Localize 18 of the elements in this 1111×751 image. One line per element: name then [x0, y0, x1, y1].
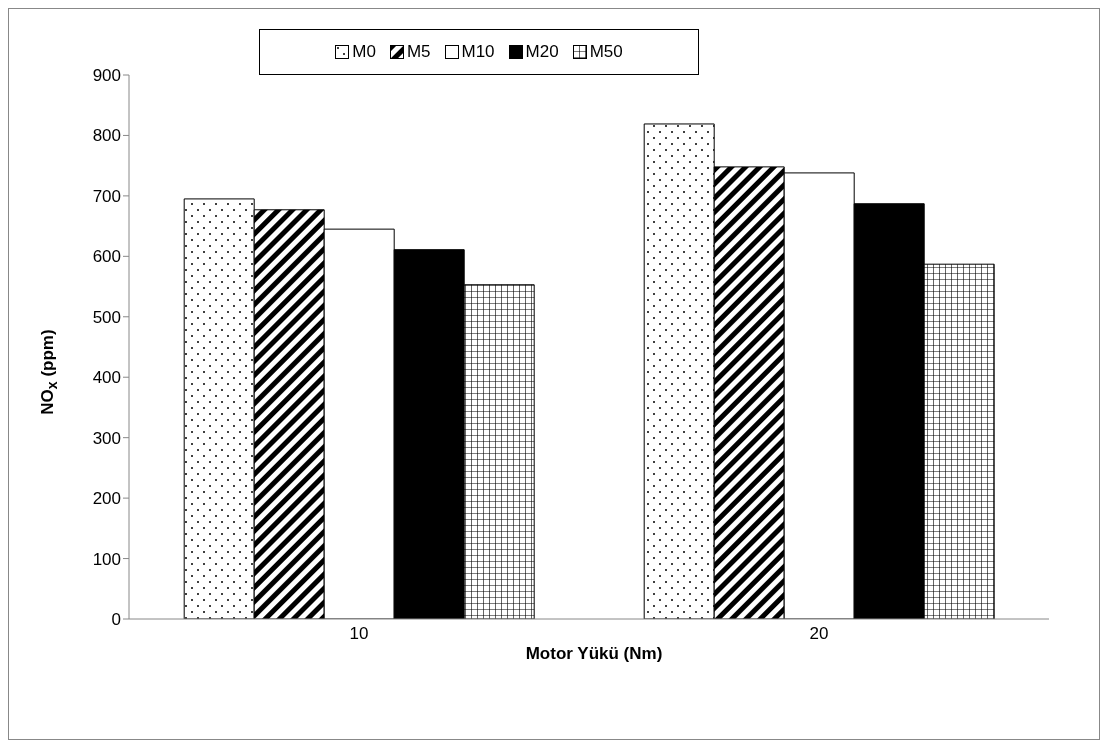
- legend-label: M20: [524, 42, 559, 62]
- y-tick-label: 300: [92, 428, 121, 448]
- y-tick-label: 800: [92, 126, 121, 146]
- y-tick-label: 100: [92, 549, 121, 569]
- legend-label: M10: [460, 42, 495, 62]
- legend-label: M5: [405, 42, 431, 62]
- y-tick-label: 400: [92, 368, 121, 388]
- y-tick-label: 200: [92, 489, 121, 509]
- legend-label: M50: [588, 42, 623, 62]
- x-tick-label: 10: [349, 624, 369, 644]
- y-tick-label: 600: [92, 247, 121, 267]
- y-tick-label: 700: [92, 186, 121, 206]
- x-axis-title: Motor Yükü (Nm): [525, 644, 663, 664]
- x-tick-label: 20: [809, 624, 829, 644]
- legend-label: M0: [351, 42, 376, 62]
- y-tick-label: 900: [92, 66, 121, 86]
- y-tick-label: 500: [92, 307, 121, 327]
- y-tick-label: 0: [111, 610, 121, 630]
